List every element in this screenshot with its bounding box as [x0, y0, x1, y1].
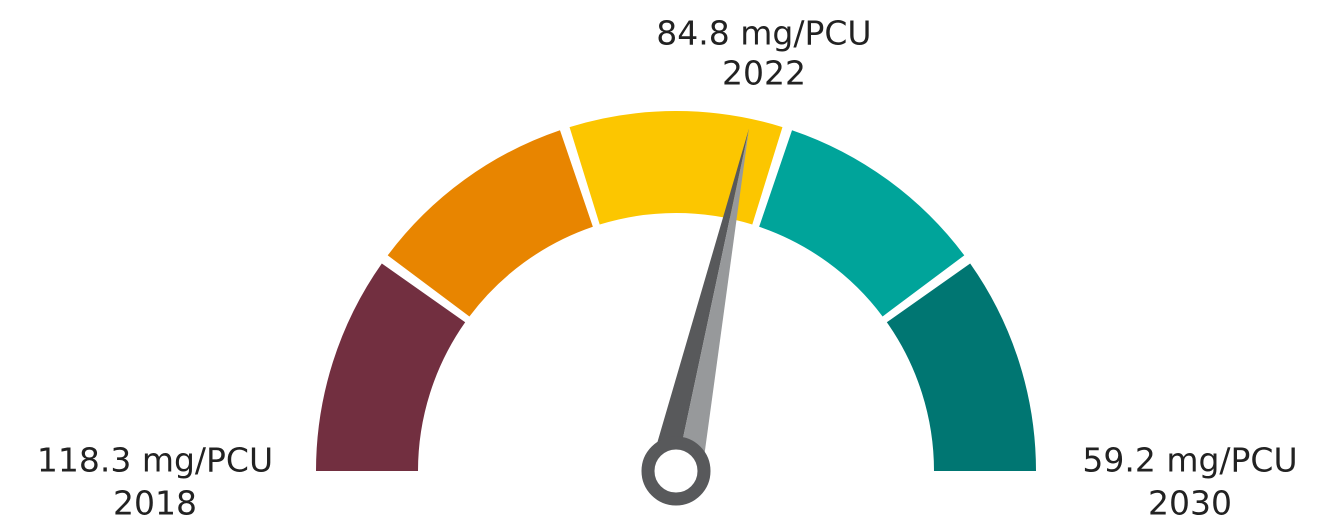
- needle: [650, 128, 749, 477]
- end-year: 2030: [1148, 484, 1232, 520]
- gauge-segment: [569, 111, 783, 225]
- end-label: 118.3 mg/PCU: [37, 441, 273, 480]
- gauge-segment: [316, 263, 466, 471]
- needle-hub: [641, 436, 711, 506]
- end-year: 2018: [113, 484, 197, 520]
- value-label: 84.8 mg/PCU: [656, 14, 871, 53]
- gauge-segment: [387, 130, 593, 317]
- gauge-segment: [759, 130, 965, 317]
- end-label: 59.2 mg/PCU: [1082, 441, 1297, 480]
- gauge-segment: [886, 263, 1036, 471]
- value-year: 2022: [722, 54, 806, 93]
- needle-light: [676, 128, 749, 477]
- needle-dark: [650, 128, 749, 471]
